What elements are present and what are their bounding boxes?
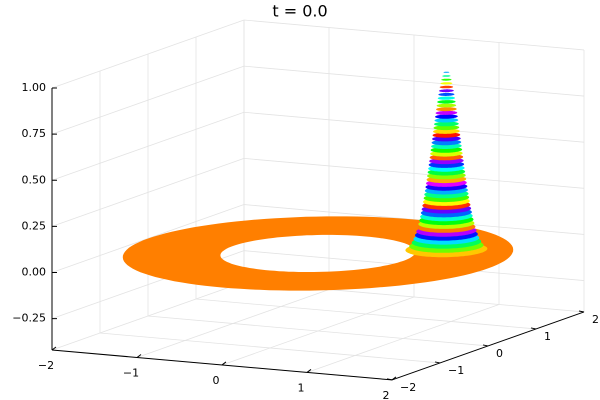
peak-contour <box>440 82 453 85</box>
y-tick-label: −1 <box>448 364 464 377</box>
grid-line <box>99 332 441 364</box>
z-tick-label: 0.50 <box>22 173 47 186</box>
x-axis <box>51 349 393 381</box>
chart-title: t = 0.0 <box>272 2 327 21</box>
peak-contour <box>433 128 460 134</box>
grid-line <box>243 204 585 235</box>
tick-mark <box>578 310 585 313</box>
peak-contour <box>434 121 459 127</box>
peak-contour <box>432 132 461 138</box>
peak-contour <box>437 100 456 104</box>
peak-contour <box>439 89 454 93</box>
peak-contour <box>436 103 457 108</box>
grid-line <box>51 65 245 135</box>
peak-contour <box>438 92 455 96</box>
grid-line <box>243 65 585 97</box>
y-tick-label: 0 <box>496 347 503 360</box>
tick-mark <box>51 346 57 351</box>
z-tick-label: 1.00 <box>22 81 47 94</box>
peak-contour <box>443 71 450 73</box>
peak-contour <box>437 96 455 100</box>
y-tick-label: 1 <box>544 330 551 343</box>
peak-contour <box>441 78 452 81</box>
peak-contour <box>435 114 458 119</box>
tick-mark <box>306 369 312 373</box>
grid-line <box>243 111 585 143</box>
grid-line <box>51 19 245 89</box>
z-tick-label: −0.25 <box>12 312 46 325</box>
x-tick-label: 1 <box>298 381 305 394</box>
tick-mark <box>391 376 397 381</box>
tick-mark <box>530 327 537 330</box>
peak-contour <box>435 110 458 115</box>
peak-contour <box>442 75 451 77</box>
grid-line <box>243 158 585 189</box>
x-tick-label: −2 <box>38 359 54 372</box>
y-tick-label: −2 <box>400 381 416 394</box>
peak-contour <box>433 125 460 131</box>
z-tick-label: 0.75 <box>22 127 47 140</box>
grid-line <box>195 298 537 330</box>
y-tick-label: 2 <box>592 313 599 326</box>
grid-line <box>51 158 245 227</box>
tick-mark <box>482 344 489 347</box>
x-tick-label: 2 <box>383 389 390 400</box>
z-tick-label: 0.00 <box>22 266 47 279</box>
x-tick-label: −1 <box>123 366 139 379</box>
x-tick-label: 0 <box>213 374 220 387</box>
grid-line <box>147 315 489 347</box>
tick-mark <box>221 361 227 366</box>
grid-line <box>243 19 585 51</box>
tick-mark <box>434 361 441 364</box>
tick-mark <box>386 378 393 381</box>
tick-mark <box>136 354 142 358</box>
peak-contour <box>436 107 457 112</box>
grid-line <box>51 111 245 181</box>
peak-contour <box>434 118 459 123</box>
peak-contour <box>439 85 454 89</box>
z-tick-label: 0.25 <box>22 219 47 232</box>
